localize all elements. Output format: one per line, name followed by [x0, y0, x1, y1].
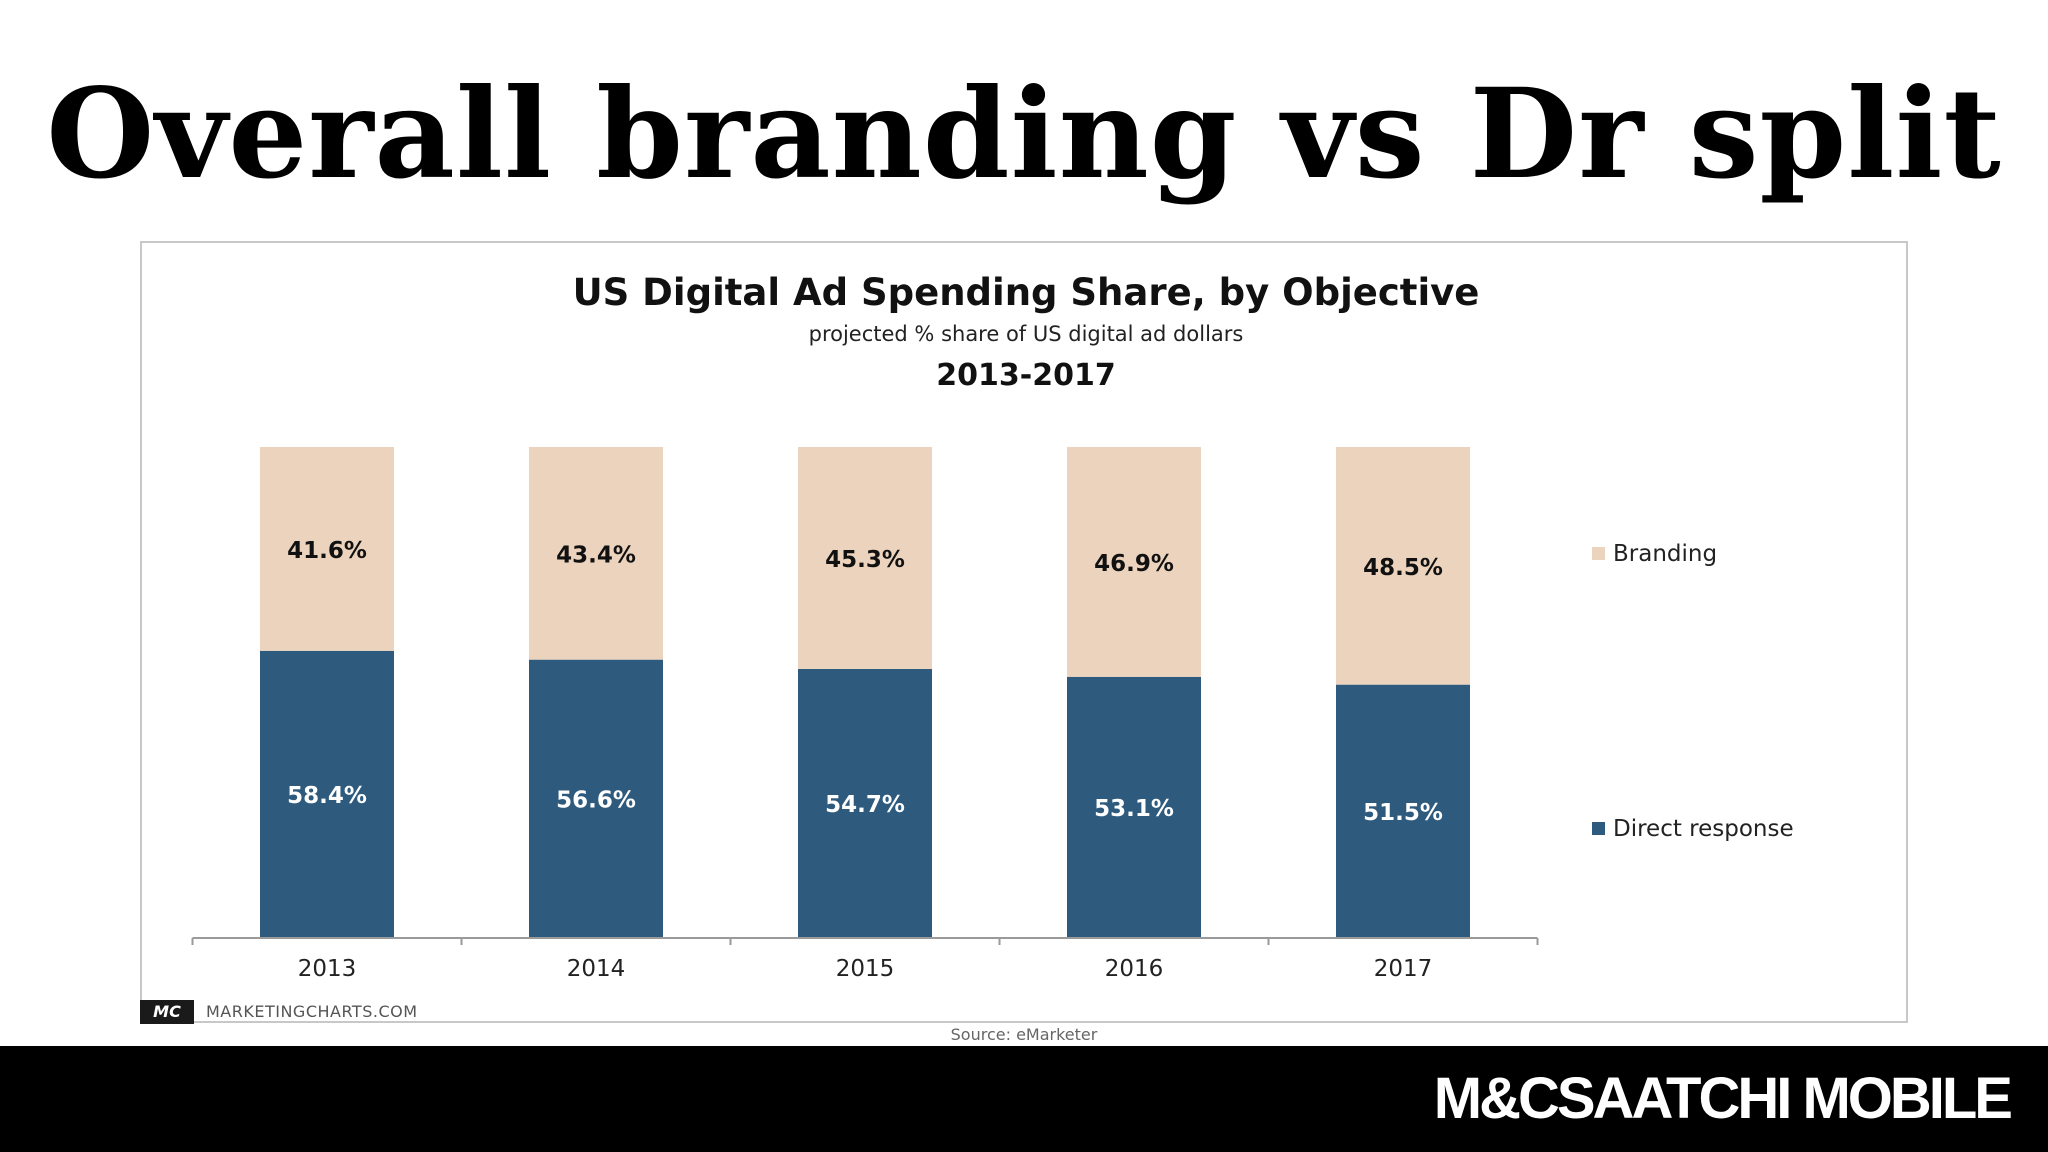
bar-branding-2017 — [1336, 447, 1470, 685]
bar-branding-2014 — [529, 447, 663, 660]
legend-swatch-branding — [1592, 547, 1605, 560]
marketingcharts-site: MARKETINGCHARTS.COM — [206, 1002, 418, 1021]
bar-label-direct-response-2014: 56.6% — [556, 787, 636, 813]
bars-layer: 58.4% 41.6% 56.6% 43.4% 54.7% 45.3% 53.1% 46.9%… — [260, 447, 1470, 937]
bar-direct-response-2014 — [529, 659, 663, 937]
bar-label-direct-response-2015: 54.7% — [825, 792, 905, 818]
bar-label-branding-2016: 46.9% — [1094, 551, 1174, 577]
bar-label-branding-2017: 48.5% — [1363, 555, 1443, 581]
bar-label-direct-response-2017: 51.5% — [1363, 800, 1443, 826]
brand-logo: M&CSAATCHI MOBILE — [1433, 1066, 2013, 1131]
bar-branding-2015 — [798, 447, 932, 669]
bar-direct-response-2016 — [1067, 676, 1201, 937]
x-axis: 2013 2014 2015 2016 2017 — [191, 937, 1539, 982]
chart-title: US Digital Ad Spending Share, by Objecti… — [573, 271, 1480, 314]
stacked-bar-chart: US Digital Ad Spending Share, by Objecti… — [191, 271, 1794, 982]
chart-period: 2013-2017 — [936, 358, 1115, 393]
slide-title: Overall branding vs Dr split — [46, 62, 2002, 207]
chart-frame: US Digital Ad Spending Share, by Objecti… — [140, 241, 1908, 1023]
bar-label-branding-2015: 45.3% — [825, 547, 905, 573]
bar-direct-response-2013 — [260, 650, 394, 937]
marketingcharts-logo: MC — [140, 1000, 194, 1024]
x-tick-label-2015: 2015 — [836, 956, 895, 982]
bar-direct-response-2017 — [1336, 684, 1470, 937]
legend-label-branding: Branding — [1613, 541, 1717, 567]
source-note: Source: eMarketer — [950, 1025, 1098, 1044]
bar-label-branding-2013: 41.6% — [287, 538, 367, 564]
x-tick-label-2013: 2013 — [298, 956, 357, 982]
x-tick-label-2016: 2016 — [1105, 956, 1164, 982]
bar-branding-2013 — [260, 447, 394, 651]
x-tick-label-2014: 2014 — [567, 956, 626, 982]
x-tick-label-2017: 2017 — [1374, 956, 1433, 982]
footer-bar: M&CSAATCHI MOBILE — [0, 1046, 2048, 1152]
bar-label-branding-2014: 43.4% — [556, 542, 636, 568]
legend-label-direct-response: Direct response — [1613, 816, 1794, 842]
bar-label-direct-response-2016: 53.1% — [1094, 796, 1174, 822]
bar-branding-2016 — [1067, 447, 1201, 677]
bar-direct-response-2015 — [798, 668, 932, 937]
bar-label-direct-response-2013: 58.4% — [287, 783, 367, 809]
legend: Branding Direct response — [1592, 541, 1794, 842]
legend-swatch-direct-response — [1592, 822, 1605, 835]
chart-subtitle: projected % share of US digital ad dolla… — [809, 322, 1244, 346]
